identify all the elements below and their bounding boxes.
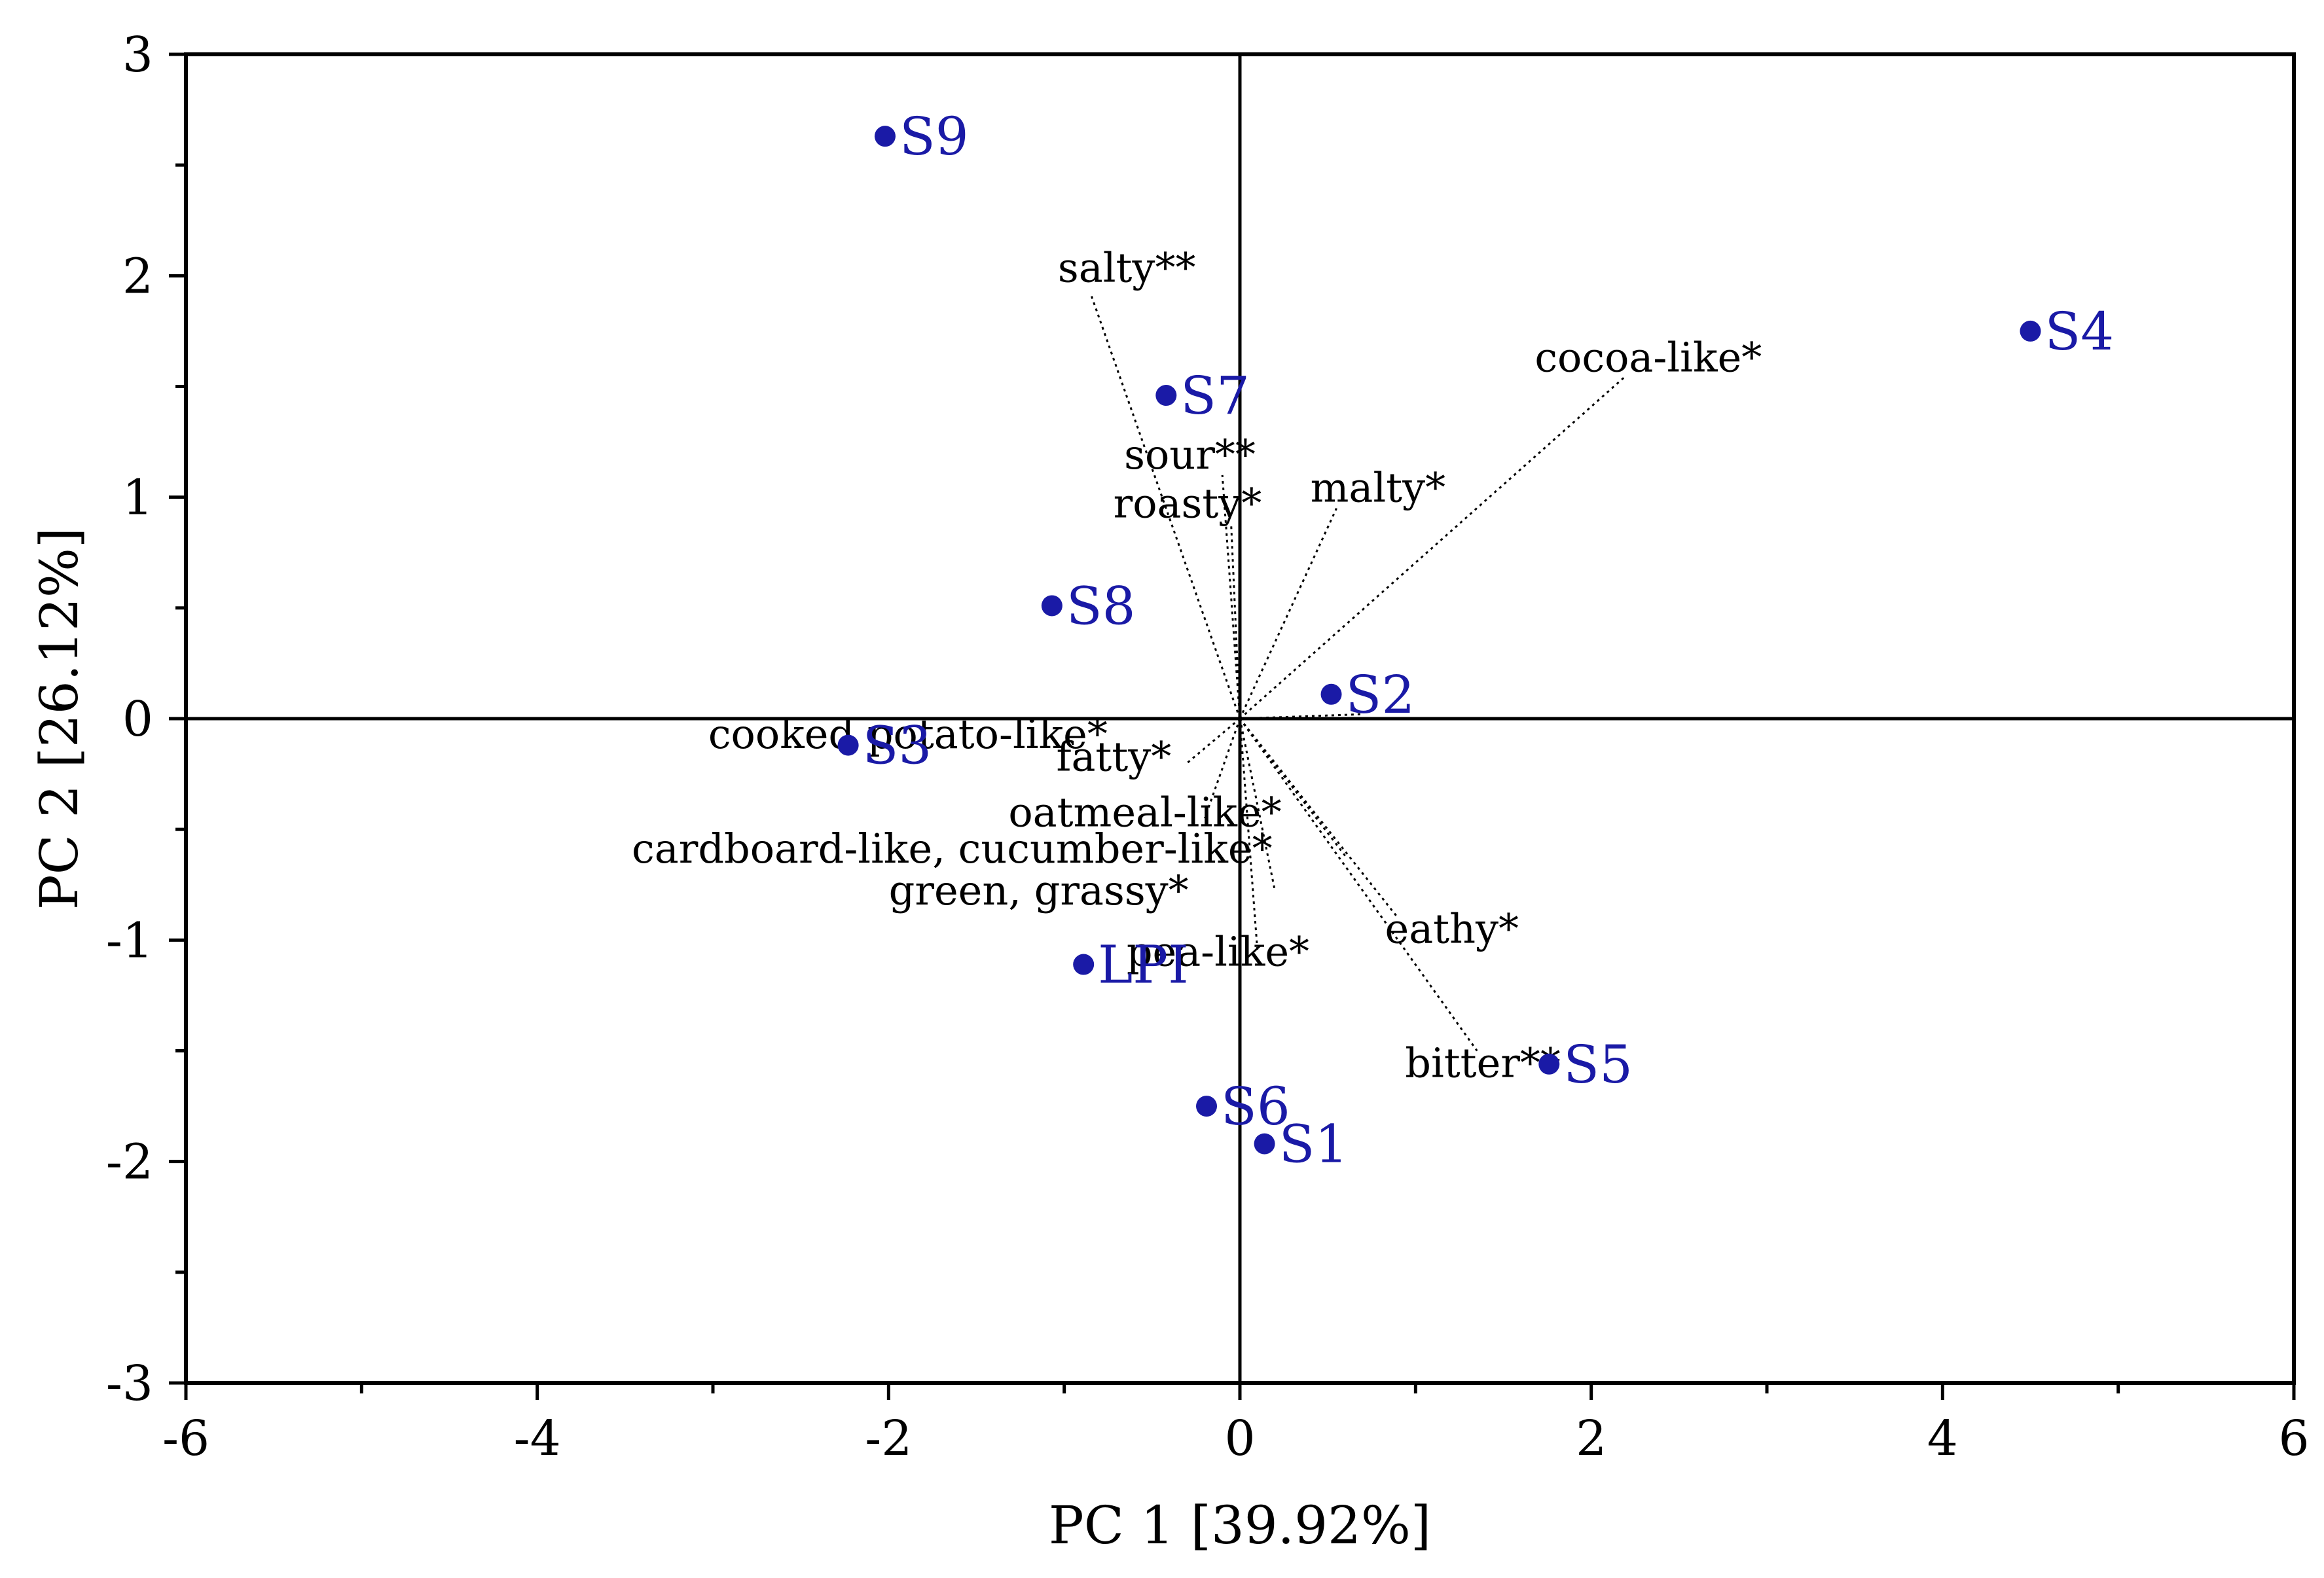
score-point — [1073, 954, 1095, 975]
loading-vector-line — [1221, 475, 1241, 719]
loading-label: eathy* — [1385, 905, 1519, 953]
score-label: S4 — [2045, 301, 2115, 362]
loading-label: green, grassy* — [889, 867, 1189, 914]
tick-labels: -6 -4 -2 0 2 4 6 -3 -2 -1 0 1 2 3 — [106, 27, 2310, 1467]
loading-label: fatty* — [1057, 733, 1172, 781]
y-tick-label: -2 — [106, 1134, 153, 1191]
score-point — [1538, 1053, 1560, 1075]
y-axis-title: PC 2 [26.12%] — [29, 528, 90, 910]
x-tick-label: 2 — [1576, 1410, 1607, 1467]
loading-vector-line — [1239, 374, 1627, 720]
score-label: S7 — [1180, 365, 1250, 426]
score-point — [1254, 1133, 1275, 1155]
score-point — [2020, 320, 2041, 342]
loading-label: cooked potato-like* — [708, 710, 1108, 758]
loading-label: pea-like* — [1127, 927, 1309, 975]
score-label: S1 — [1279, 1114, 1349, 1175]
loading-label: malty* — [1311, 464, 1446, 512]
score-label: S9 — [899, 106, 969, 167]
score-point — [1041, 595, 1062, 617]
y-tick-label: 3 — [122, 27, 153, 83]
loading-label: roasty* — [1114, 479, 1262, 527]
x-tick-label: 6 — [2278, 1410, 2309, 1467]
score-label: LPI — [1098, 935, 1189, 995]
x-tick-label: 4 — [1927, 1410, 1958, 1467]
x-tick-label: -2 — [865, 1410, 912, 1467]
loading-vector-line — [1239, 718, 1347, 857]
score-label: S5 — [1563, 1034, 1633, 1095]
y-tick-label: 2 — [122, 248, 153, 304]
score-label: S6 — [1221, 1076, 1290, 1137]
y-tick-label: -3 — [106, 1355, 153, 1412]
loading-vector-line — [1239, 718, 1478, 1052]
score-point — [1320, 683, 1342, 705]
loading-vector-line — [1089, 293, 1241, 719]
axis-ticks — [169, 52, 2296, 1400]
x-tick-label: -4 — [514, 1410, 561, 1467]
loading-label: sour** — [1124, 431, 1256, 478]
x-axis-title: PC 1 [39.92%] — [1049, 1495, 1431, 1556]
loading-label: bitter** — [1405, 1039, 1561, 1087]
score-point — [1155, 385, 1177, 406]
y-tick-label: 1 — [122, 470, 153, 526]
loading-vector-line — [1186, 717, 1241, 764]
loading-label: oatmeal-like* — [1008, 788, 1281, 836]
loading-vector-line — [1239, 507, 1337, 719]
loading-label: salty** — [1058, 243, 1196, 291]
loading-label: cocoa-like* — [1534, 334, 1762, 382]
score-label: S8 — [1066, 575, 1136, 636]
score-point — [837, 734, 859, 756]
score-label: S2 — [1346, 664, 1415, 725]
x-tick-label: 0 — [1224, 1410, 1255, 1467]
loading-vectors: salty** cocoa-like* sour**roasty* malty* coo… — [632, 243, 1762, 1086]
score-point — [1196, 1096, 1218, 1117]
x-tick-label: -6 — [162, 1410, 209, 1467]
loading-vector-line — [1239, 718, 1399, 919]
y-tick-label: -1 — [106, 912, 153, 969]
loading-label: cardboard-like, cucumber-like* — [632, 825, 1273, 872]
y-tick-label: 0 — [122, 691, 153, 747]
score-point — [874, 126, 896, 147]
score-label: S3 — [863, 715, 932, 776]
loading-vector-line — [1239, 713, 1363, 720]
loading-vector-line — [1203, 718, 1241, 819]
